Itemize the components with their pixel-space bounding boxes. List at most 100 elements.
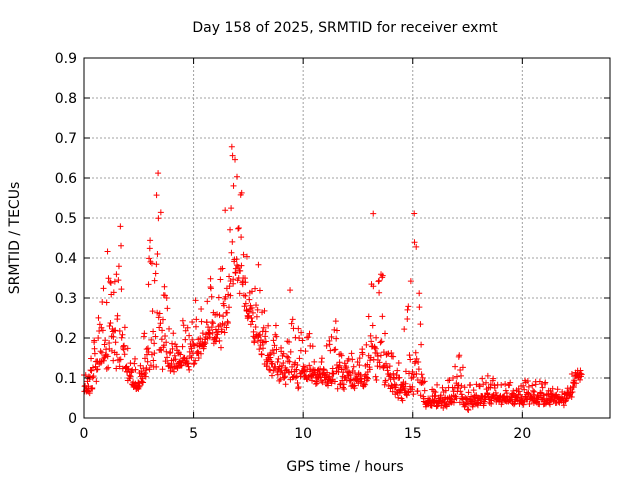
data-point <box>378 338 385 345</box>
data-point <box>160 342 167 349</box>
data-point <box>340 369 347 376</box>
data-point <box>370 210 377 217</box>
data-point <box>209 329 216 336</box>
data-point <box>183 355 190 362</box>
y-tick-label: 0.3 <box>55 291 77 307</box>
data-point <box>233 256 240 263</box>
data-point <box>158 336 165 343</box>
data-point <box>152 333 159 340</box>
data-point <box>283 353 290 360</box>
data-point <box>121 324 128 331</box>
data-point <box>195 354 202 361</box>
data-point <box>154 251 161 258</box>
data-point <box>411 239 418 246</box>
data-point <box>305 334 312 341</box>
data-point <box>215 294 222 301</box>
data-point <box>372 345 379 352</box>
data-point <box>525 383 532 390</box>
data-point <box>95 314 102 321</box>
data-point <box>105 364 112 371</box>
data-point <box>253 302 260 309</box>
data-point <box>106 340 113 347</box>
data-point <box>418 371 425 378</box>
data-point <box>139 375 146 382</box>
x-axis-label: GPS time / hours <box>286 459 403 475</box>
data-point <box>235 225 242 232</box>
y-tick-label: 0.2 <box>55 331 77 347</box>
data-point <box>271 342 278 349</box>
data-point <box>147 258 154 265</box>
data-point <box>336 362 343 369</box>
data-point <box>480 402 487 409</box>
data-point <box>421 387 428 394</box>
data-point <box>235 225 242 232</box>
data-point <box>412 349 419 356</box>
data-point <box>164 354 171 361</box>
data-point <box>153 192 160 199</box>
data-point <box>318 355 325 362</box>
data-point <box>327 347 334 354</box>
data-point <box>100 357 107 364</box>
data-point <box>521 386 528 393</box>
data-point <box>547 396 554 403</box>
data-point <box>452 363 459 370</box>
data-point <box>288 320 295 327</box>
data-point <box>106 322 113 329</box>
data-point <box>198 318 205 325</box>
data-point <box>119 331 126 338</box>
data-point <box>127 360 134 367</box>
data-point <box>255 261 262 268</box>
data-point <box>286 358 293 365</box>
data-point <box>248 304 255 311</box>
data-point <box>192 297 199 304</box>
data-point <box>142 355 149 362</box>
data-point <box>348 350 355 357</box>
data-point <box>254 306 261 313</box>
data-point <box>91 350 98 357</box>
data-point <box>105 275 112 282</box>
data-point <box>272 322 279 329</box>
data-point <box>560 402 567 409</box>
data-point <box>484 372 491 379</box>
data-point <box>502 387 509 394</box>
data-point <box>515 388 522 395</box>
data-point <box>116 328 123 335</box>
data-point <box>188 354 195 361</box>
data-point <box>229 152 236 159</box>
data-point <box>282 381 289 388</box>
data-point <box>362 381 369 388</box>
data-point <box>132 366 139 373</box>
data-point <box>356 355 363 362</box>
data-point <box>309 343 316 350</box>
data-point <box>121 342 128 349</box>
data-point <box>217 276 224 283</box>
data-point <box>274 358 281 365</box>
data-point <box>171 368 178 375</box>
data-point <box>136 382 143 389</box>
data-point <box>283 367 290 374</box>
data-point <box>490 375 497 382</box>
data-point <box>171 352 178 359</box>
data-point <box>182 336 189 343</box>
data-point <box>476 383 483 390</box>
data-point <box>295 384 302 391</box>
data-point <box>208 324 215 331</box>
data-point <box>379 313 386 320</box>
data-point <box>411 210 418 217</box>
data-point <box>382 377 389 384</box>
data-point <box>540 392 547 399</box>
data-point <box>351 385 358 392</box>
data-point <box>166 350 173 357</box>
data-point <box>529 382 536 389</box>
data-point <box>238 189 245 196</box>
data-point <box>407 278 414 285</box>
data-point <box>376 289 383 296</box>
data-point <box>287 287 294 294</box>
data-point <box>415 366 422 373</box>
data-point <box>117 356 124 363</box>
data-point <box>96 328 103 335</box>
data-point <box>395 394 402 401</box>
data-point <box>524 378 531 385</box>
data-point <box>169 340 176 347</box>
